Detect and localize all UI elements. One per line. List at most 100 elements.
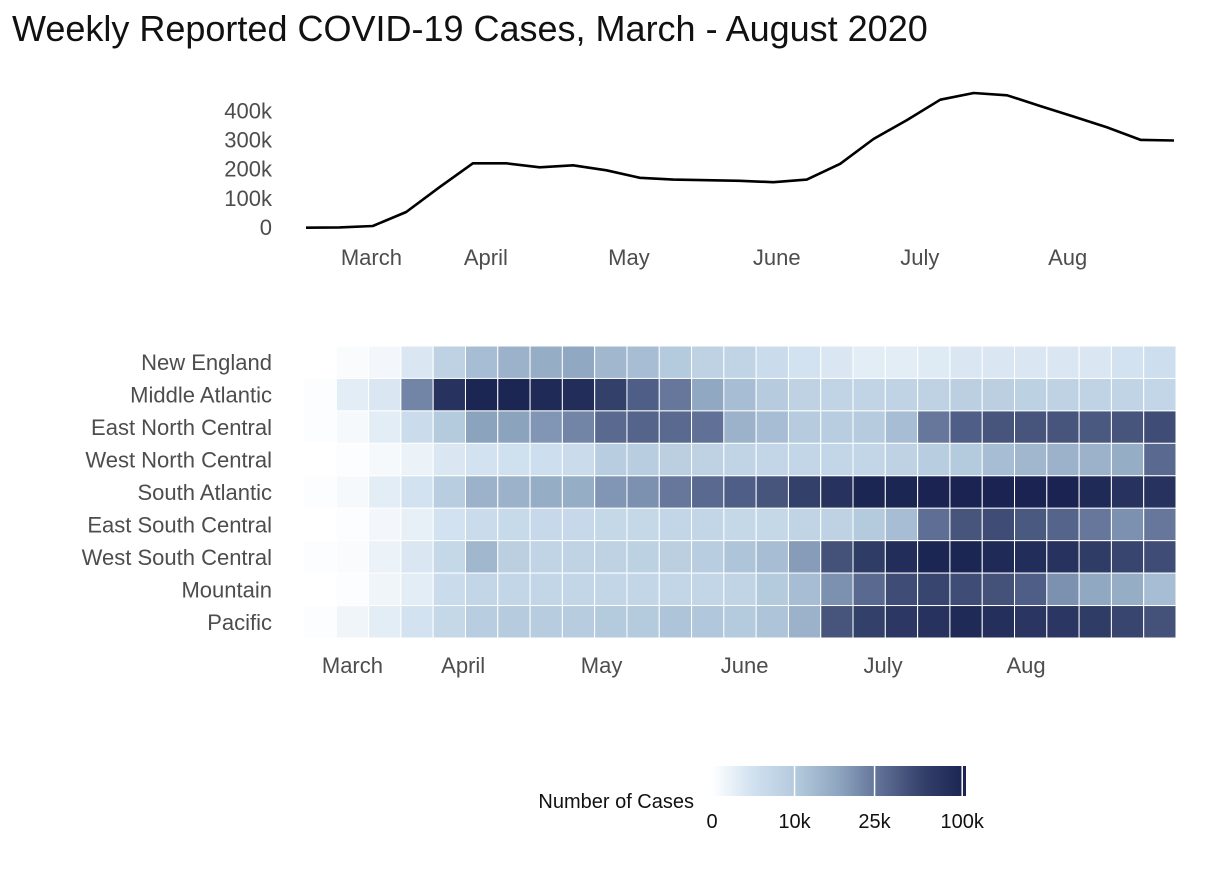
- heatmap-cell: [626, 442, 660, 477]
- heatmap-cell: [594, 605, 628, 639]
- heatmap-cell: [594, 345, 628, 379]
- heatmap-cell: [981, 345, 1016, 379]
- heatmap-cell: [1110, 442, 1145, 477]
- heatmap-cell: [432, 572, 466, 607]
- heatmap-cell: [529, 410, 563, 444]
- heatmap-cell: [1014, 540, 1048, 574]
- heatmap-cell: [787, 345, 822, 379]
- heatmap-cell: [755, 475, 789, 509]
- heatmap-cell: [529, 572, 563, 607]
- heatmap-cell: [691, 507, 725, 542]
- heatmap-cell: [1078, 605, 1112, 639]
- heatmap-cell: [561, 540, 596, 574]
- line-xtick-label: April: [464, 245, 508, 270]
- heatmap-cell: [852, 540, 886, 574]
- legend-title: Number of Cases: [538, 791, 694, 813]
- heatmap-cell: [691, 377, 725, 412]
- heatmap-cell: [1014, 442, 1048, 477]
- heatmap-cell: [368, 507, 402, 542]
- heatmap-cell: [368, 572, 402, 607]
- heatmap-cell: [1078, 572, 1112, 607]
- heatmap-cell: [884, 475, 919, 509]
- heatmap-cell: [561, 507, 596, 542]
- heatmap-cell: [594, 377, 628, 412]
- heatmap-cell: [820, 572, 854, 607]
- heatmap-cell: [400, 377, 434, 412]
- heatmap-cell: [497, 540, 531, 574]
- heatmap-cell: [432, 540, 466, 574]
- heatmap-cell: [368, 377, 402, 412]
- heatmap-cell: [303, 572, 337, 607]
- heatmap-cell: [497, 507, 531, 542]
- heatmap-cell: [884, 605, 919, 639]
- heatmap-cell: [755, 605, 789, 639]
- heatmap-cell: [464, 540, 499, 574]
- heatmap-cell: [917, 410, 951, 444]
- line-xtick-label: March: [341, 245, 402, 270]
- heatmap-cell: [884, 410, 919, 444]
- heatmap-cell: [497, 410, 531, 444]
- heatmap-cell: [884, 377, 919, 412]
- heatmap-cell: [335, 572, 370, 607]
- heatmap-cell: [787, 442, 822, 477]
- heatmap-cell: [594, 442, 628, 477]
- legend-tick-label: 100k: [941, 811, 985, 833]
- heatmap-cell: [787, 507, 822, 542]
- heatmap-cell: [658, 572, 693, 607]
- heatmap-cell: [432, 605, 466, 639]
- heatmap-cell: [1110, 605, 1145, 639]
- heatmap-xtick-label: July: [863, 653, 902, 678]
- heatmap-cell: [368, 540, 402, 574]
- heatmap-xtick-label: March: [322, 653, 383, 678]
- heatmap-cell: [852, 442, 886, 477]
- heatmap-cell: [820, 410, 854, 444]
- line-ytick-label: 300k: [224, 128, 273, 153]
- heatmap-cell: [949, 442, 983, 477]
- heatmap-cell: [949, 345, 983, 379]
- heatmap-cell: [852, 377, 886, 412]
- heatmap-cell: [1078, 377, 1112, 412]
- heatmap-cell: [787, 475, 822, 509]
- heatmap-cell: [1046, 507, 1080, 542]
- heatmap-cell: [529, 377, 563, 412]
- heatmap-cell: [594, 410, 628, 444]
- heatmap-cell: [335, 442, 370, 477]
- heatmap-cell: [335, 345, 370, 379]
- heatmap-cell: [464, 572, 499, 607]
- heatmap-cell: [917, 605, 951, 639]
- heatmap-row-label: West North Central: [85, 448, 272, 473]
- heatmap-cell: [464, 345, 499, 379]
- heatmap-cell: [852, 572, 886, 607]
- heatmap-cell: [755, 572, 789, 607]
- line-ytick-label: 200k: [224, 157, 273, 182]
- heatmap-cell: [561, 475, 596, 509]
- heatmap-cell: [1078, 442, 1112, 477]
- heatmap-row-label: New England: [141, 350, 272, 375]
- legend-colorbar: [712, 766, 966, 796]
- heatmap-cell: [1110, 507, 1145, 542]
- heatmap-xtick-label: Aug: [1006, 653, 1045, 678]
- heatmap-cell: [755, 345, 789, 379]
- heatmap-cell: [755, 507, 789, 542]
- heatmap-cell: [917, 507, 951, 542]
- heatmap-cell: [723, 572, 757, 607]
- heatmap-cell: [1014, 507, 1048, 542]
- heatmap-cell: [368, 345, 402, 379]
- heatmap-cell: [626, 507, 660, 542]
- heatmap-cell: [658, 377, 693, 412]
- heatmap-cell: [432, 475, 466, 509]
- line-xtick-label: July: [900, 245, 939, 270]
- heatmap-cell: [820, 377, 854, 412]
- heatmap-cell: [658, 442, 693, 477]
- heatmap-cell: [594, 540, 628, 574]
- heatmap-cell: [464, 507, 499, 542]
- chart-title: Weekly Reported COVID-19 Cases, March - …: [12, 8, 928, 49]
- heatmap-cell: [368, 605, 402, 639]
- heatmap-cell: [303, 507, 337, 542]
- heatmap-cell: [626, 377, 660, 412]
- legend-tick-label: 10k: [778, 811, 811, 833]
- heatmap-cell: [303, 410, 337, 444]
- heatmap-cell: [820, 540, 854, 574]
- heatmap-cell: [464, 605, 499, 639]
- heatmap-cell: [1046, 572, 1080, 607]
